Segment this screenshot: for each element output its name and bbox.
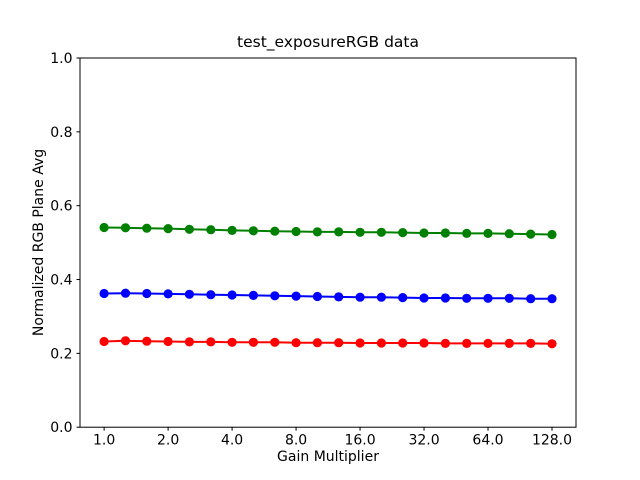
red-marker — [142, 336, 152, 346]
y-tick-label: 0.8 — [50, 125, 72, 141]
green-marker — [504, 229, 514, 239]
blue-marker — [99, 288, 109, 299]
blue-marker — [398, 293, 408, 303]
blue-marker — [440, 293, 450, 303]
green-marker — [334, 227, 344, 237]
axis-ticks: 1.0 2.0 4.0 8.0 16.0 32.0 64.0 128.0 0.0 0.2 0.4 0.… — [50, 51, 572, 449]
red-marker — [504, 338, 514, 348]
blue-marker — [312, 291, 322, 302]
green-marker — [99, 222, 109, 233]
red-marker — [334, 338, 344, 348]
green-marker — [355, 227, 365, 237]
green-marker — [483, 228, 493, 238]
green-marker — [419, 228, 429, 238]
blue-marker — [270, 291, 280, 301]
x-axis-label: Gain Multiplier — [277, 449, 379, 465]
blue-marker — [334, 292, 344, 302]
blue-marker — [248, 290, 258, 300]
blue-marker — [184, 289, 194, 299]
x-tick-label: 8.0 — [285, 433, 307, 449]
x-tick-label: 128.0 — [532, 433, 572, 449]
red-marker — [312, 338, 322, 348]
blue-marker — [355, 292, 365, 302]
x-tick-label: 64.0 — [472, 433, 503, 449]
blue-marker — [291, 291, 301, 301]
red-marker — [163, 336, 173, 347]
green-marker — [270, 226, 280, 236]
y-axis-label: Normalized RGB Plane Avg — [31, 149, 47, 336]
green-marker — [462, 228, 472, 238]
red-marker — [526, 338, 536, 348]
green-marker — [398, 228, 408, 238]
green-marker — [376, 227, 386, 237]
red-line — [104, 339, 553, 345]
red-marker — [483, 338, 493, 348]
blue-marker — [504, 293, 514, 303]
red-marker — [398, 338, 408, 348]
y-tick-label: 0.0 — [50, 420, 72, 436]
red-marker — [547, 339, 557, 349]
red-marker — [419, 338, 429, 348]
red-marker — [99, 336, 109, 347]
blue-marker — [142, 288, 152, 299]
red-marker — [462, 338, 472, 348]
blue-line — [104, 292, 552, 300]
blue-marker — [206, 290, 216, 300]
blue-marker — [163, 289, 173, 299]
blue-marker — [419, 293, 429, 303]
green-marker — [440, 228, 450, 238]
y-tick-label: 1.0 — [50, 51, 72, 67]
red-marker — [270, 337, 280, 347]
green-line — [104, 226, 553, 236]
blue-marker — [526, 294, 536, 304]
y-tick-label: 0.6 — [50, 199, 72, 215]
blue-marker — [483, 293, 493, 303]
green-marker — [163, 224, 173, 234]
red-marker — [120, 336, 131, 346]
green-marker — [291, 226, 301, 237]
red-marker — [376, 338, 386, 348]
red-marker — [355, 338, 365, 348]
x-tick-label: 16.0 — [344, 433, 375, 449]
data-series — [99, 222, 557, 349]
y-tick-label: 0.2 — [50, 346, 72, 362]
chart-title: test_exposureRGB data — [237, 33, 419, 52]
plot-area — [79, 57, 577, 428]
green-marker — [142, 223, 152, 233]
x-tick-label: 2.0 — [157, 433, 179, 449]
red-marker — [206, 337, 216, 347]
red-marker — [227, 337, 237, 347]
green-marker — [547, 229, 557, 240]
x-tick-label: 1.0 — [93, 433, 115, 449]
green-marker — [526, 229, 536, 239]
green-marker — [120, 223, 131, 233]
y-tick-label: 0.4 — [50, 273, 72, 289]
green-marker — [184, 224, 194, 234]
x-tick-label: 32.0 — [408, 433, 439, 449]
red-marker — [248, 337, 258, 347]
blue-marker — [120, 288, 131, 298]
red-marker — [440, 338, 450, 348]
blue-marker — [462, 293, 472, 303]
green-marker — [248, 226, 258, 236]
green-marker — [206, 225, 216, 235]
x-tick-label: 4.0 — [221, 433, 243, 449]
green-marker — [227, 225, 237, 235]
blue-marker — [547, 294, 557, 304]
green-marker — [312, 227, 322, 237]
blue-marker — [227, 290, 237, 300]
blue-marker — [376, 292, 386, 302]
red-marker — [184, 337, 194, 347]
red-marker — [291, 338, 301, 348]
